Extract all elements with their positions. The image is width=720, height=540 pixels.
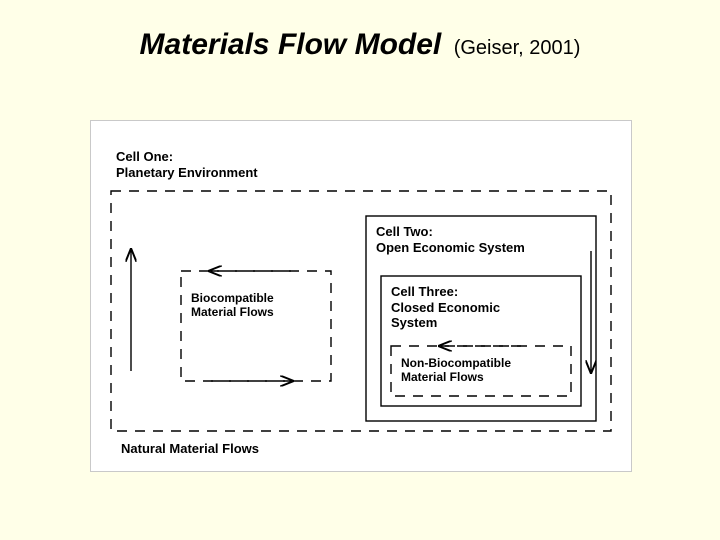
cell-two-label: Cell Two: Open Economic System bbox=[376, 224, 525, 255]
natural-flows-label: Natural Material Flows bbox=[121, 441, 259, 457]
biocompatible-label: Biocompatible Material Flows bbox=[191, 291, 274, 320]
title-main: Materials Flow Model bbox=[140, 28, 442, 61]
title-citation: (Geiser, 2001) bbox=[454, 37, 581, 59]
materials-flow-diagram: Cell One: Planetary Environment Cell Two… bbox=[90, 120, 632, 472]
box-outer bbox=[111, 191, 611, 431]
title: Materials Flow Model (Geiser, 2001) bbox=[0, 28, 720, 62]
non-biocompatible-label: Non-Biocompatible Material Flows bbox=[401, 356, 511, 385]
box-bio bbox=[181, 271, 331, 381]
cell-three-label: Cell Three: Closed Economic System bbox=[391, 284, 500, 331]
cell-one-label: Cell One: Planetary Environment bbox=[116, 149, 258, 180]
